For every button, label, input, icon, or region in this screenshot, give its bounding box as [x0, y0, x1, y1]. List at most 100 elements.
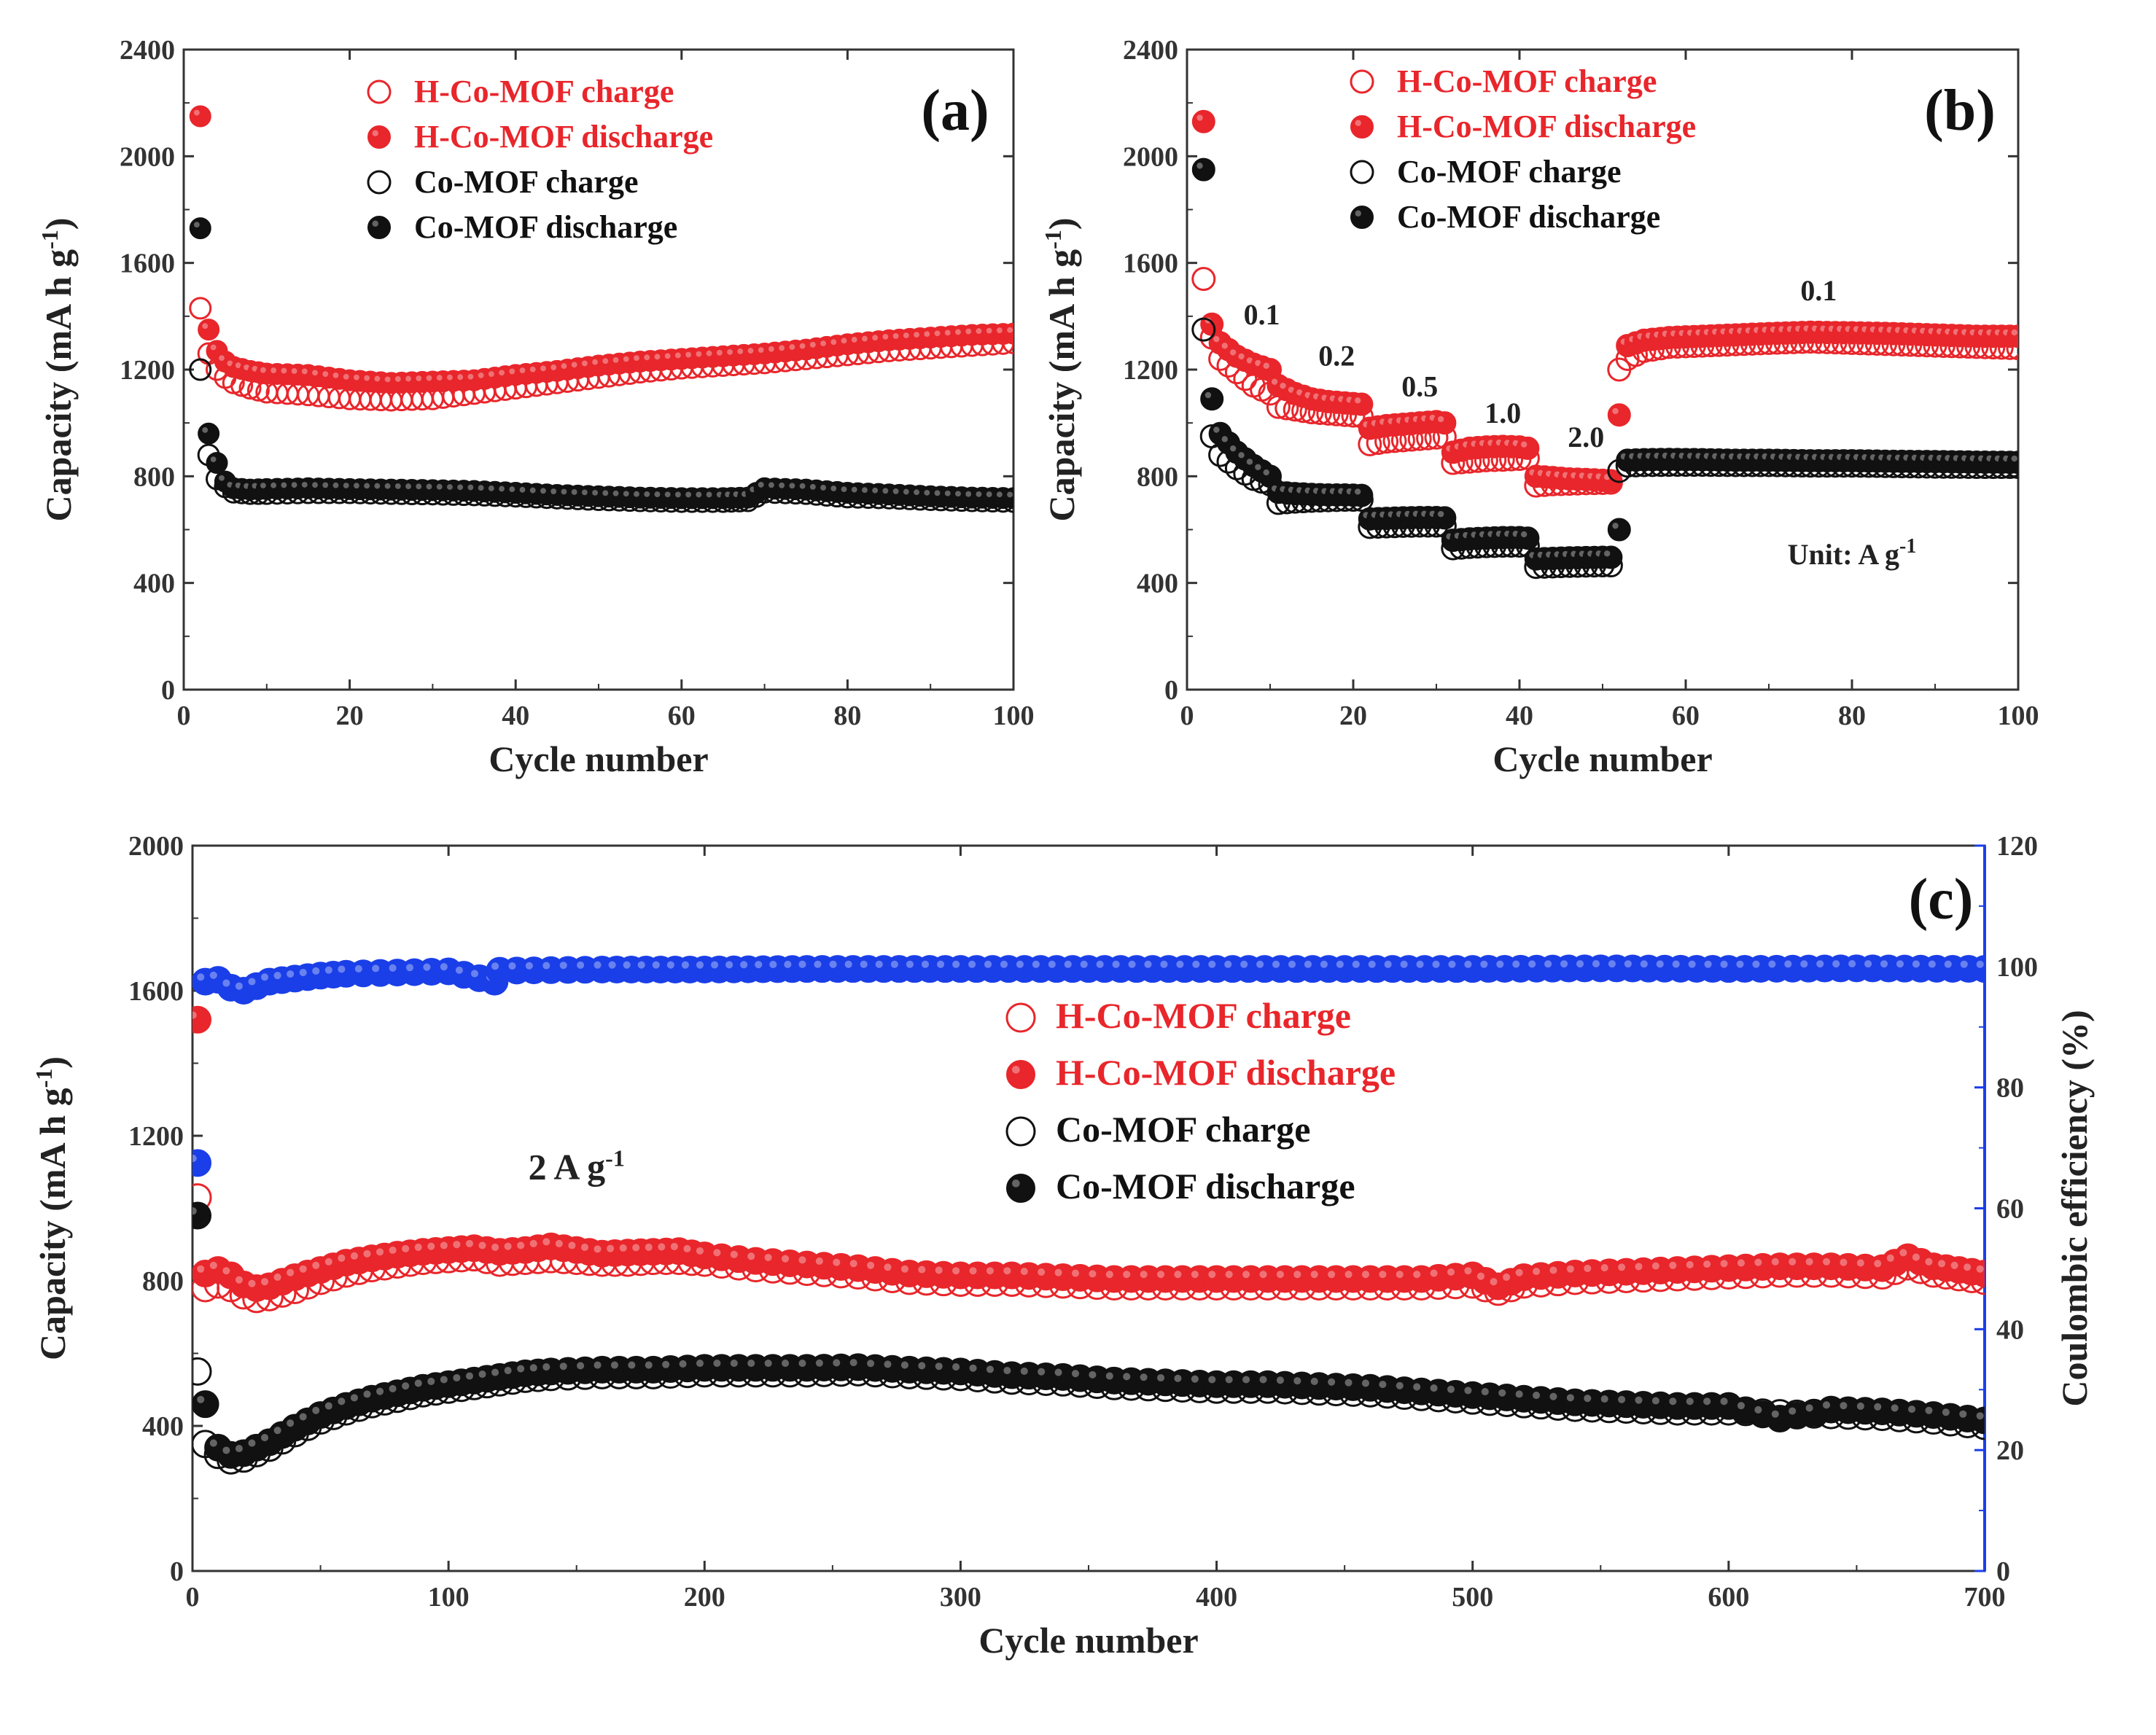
- data-point: [1191, 109, 1215, 133]
- plot-frame: [191, 844, 1986, 1572]
- data-point-shine: [696, 491, 702, 498]
- data-point-shine: [1490, 1278, 1498, 1286]
- data-point-shine: [903, 332, 909, 338]
- y-tick-label: 0: [170, 1556, 184, 1587]
- data-point-shine: [324, 1258, 332, 1266]
- data-point-shine: [644, 491, 650, 497]
- y-axis-label: Capacity (mA h g-1): [1040, 218, 1082, 522]
- legend-label: H-Co-MOF discharge: [1397, 109, 1696, 144]
- data-point-shine: [1520, 531, 1528, 538]
- data-point: [2006, 336, 2018, 361]
- data-point-shine: [559, 962, 567, 970]
- data-point-shine: [829, 960, 837, 968]
- data-point-shine: [416, 483, 422, 490]
- data-point-shine: [1246, 357, 1253, 364]
- data-point-shine: [740, 961, 748, 969]
- data-point-shine: [1032, 960, 1040, 968]
- data-point-shine: [1140, 1271, 1148, 1279]
- data-point-shine: [1848, 959, 1856, 968]
- data-point-shine: [416, 375, 422, 381]
- data-point-shine: [1925, 1406, 1933, 1414]
- data-point-shine: [1752, 960, 1760, 968]
- data-point-shine: [1703, 1397, 1711, 1405]
- data-point-shine: [1089, 1371, 1097, 1379]
- data-point-shine: [952, 960, 960, 968]
- data-point-shine: [1925, 1258, 1933, 1266]
- data-point-shine: [594, 1361, 602, 1369]
- data-point-shine: [1361, 1271, 1369, 1279]
- data-point-shine: [1944, 960, 1952, 968]
- data-point-shine: [1448, 960, 1456, 968]
- y2-tick-label: 100: [1996, 952, 2038, 983]
- x-tick-label: 300: [940, 1582, 981, 1613]
- data-point-shine: [517, 1365, 525, 1373]
- data-point-shine: [210, 344, 217, 351]
- data-point-shine: [1238, 452, 1245, 459]
- data-point-shine: [299, 1413, 307, 1421]
- data-point-shine: [1549, 1266, 1557, 1274]
- y-tick-label: 2400: [120, 35, 175, 66]
- data-point-shine: [324, 1402, 332, 1410]
- data-point-shine: [1720, 1260, 1728, 1268]
- data-point-shine: [467, 373, 474, 380]
- y-axis-label-main: Capacity (mA h g: [38, 249, 79, 522]
- data-point: [192, 1390, 219, 1419]
- data-point-shine: [1832, 960, 1840, 968]
- data-point-shine: [798, 960, 806, 968]
- data-point-shine: [1805, 1404, 1813, 1412]
- data-point-shine: [332, 372, 339, 378]
- data-point-shine: [248, 978, 256, 986]
- y2-axis-label: Coulombic efficiency (%): [2054, 1010, 2095, 1406]
- data-point-shine: [986, 1267, 994, 1275]
- data-point-shine: [1293, 1377, 1301, 1385]
- data-point-shine: [1208, 960, 1216, 968]
- data-point-shine: [706, 350, 712, 356]
- series-coulombic-efficiency: [192, 954, 1985, 1177]
- data-point-shine: [550, 364, 557, 370]
- data-point-shine: [955, 491, 961, 497]
- y-tick-label: 0: [1164, 675, 1178, 706]
- data-point-shine: [841, 486, 847, 493]
- data-point-shine: [1976, 1412, 1984, 1420]
- data-point: [2007, 324, 2018, 348]
- data-point-shine: [1396, 1271, 1404, 1279]
- data-point-shine: [491, 962, 499, 970]
- x-axis-label: Cycle number: [1493, 738, 1712, 779]
- data-point-shine: [1038, 1368, 1046, 1376]
- data-point-shine: [1080, 960, 1088, 968]
- data-point-shine: [1640, 960, 1648, 968]
- data-point-shine: [376, 1387, 384, 1395]
- data-point-shine: [884, 1360, 892, 1368]
- data-point-shine: [440, 1376, 448, 1384]
- data-point-shine: [1379, 1381, 1387, 1389]
- data-point-shine: [1503, 1273, 1511, 1281]
- data-point-shine: [222, 1446, 230, 1454]
- data-point-shine: [747, 1252, 755, 1260]
- legend-marker-shine: [1355, 120, 1361, 126]
- data-point-shine: [2011, 329, 2017, 336]
- data-point-shine: [1213, 335, 1220, 343]
- data-point-shine: [1191, 1271, 1199, 1279]
- data-point-shine: [261, 1278, 269, 1286]
- data-point-shine: [1976, 1265, 1984, 1273]
- data-point-shine: [1003, 1267, 1011, 1275]
- data-point-shine: [1840, 1258, 1848, 1266]
- data-point-shine: [1157, 1373, 1165, 1382]
- data-point-shine: [1123, 1271, 1131, 1279]
- data-point-shine: [1651, 1262, 1659, 1270]
- data-point-shine: [235, 982, 243, 990]
- data-point-shine: [1612, 408, 1619, 415]
- data-point-shine: [664, 353, 671, 359]
- data-point-shine: [1396, 1381, 1404, 1389]
- data-point-shine: [1635, 1396, 1643, 1404]
- legend-label: H-Co-MOF discharge: [1056, 1052, 1396, 1093]
- data-point-shine: [1208, 1271, 1216, 1279]
- data-point-shine: [872, 335, 879, 341]
- rate-annotation: 0.5: [1401, 370, 1438, 403]
- y-tick-label: 2000: [120, 141, 175, 172]
- data-point-shine: [1964, 1263, 1972, 1271]
- legend-label: H-Co-MOF charge: [1056, 995, 1351, 1036]
- data-point-shine: [696, 1247, 704, 1255]
- data-point-shine: [955, 329, 961, 335]
- data-point-shine: [900, 1265, 908, 1273]
